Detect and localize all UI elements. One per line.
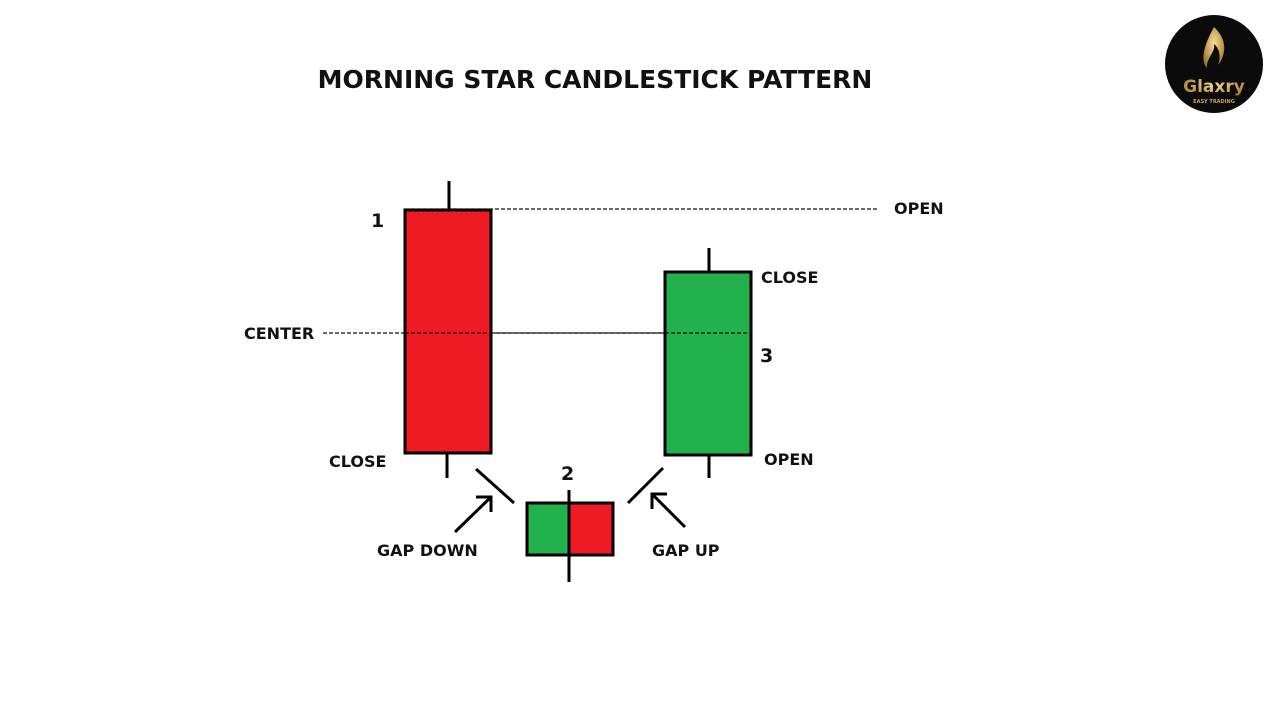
candle-3-bullish <box>663 248 753 478</box>
gap-down-arrow-icon <box>453 495 493 534</box>
label-close-left: CLOSE <box>329 452 386 471</box>
logo-tagline: EASY TRADING <box>1193 99 1235 105</box>
label-open-right: OPEN <box>764 450 814 469</box>
diagram-title: MORNING STAR CANDLESTICK PATTERN <box>318 65 873 94</box>
label-center: CENTER <box>244 324 314 343</box>
logo-brand: Glaxry <box>1183 77 1245 97</box>
gap-down-line <box>474 467 516 505</box>
label-open-top: OPEN <box>894 199 944 218</box>
gap-up-arrow-icon <box>650 492 687 529</box>
candle-3-number: 3 <box>760 345 773 367</box>
label-gap-up: GAP UP <box>652 541 720 560</box>
flame-icon <box>1203 27 1225 68</box>
gap-up-line <box>626 466 665 505</box>
candle-1-number: 1 <box>371 210 384 232</box>
candle-1-bearish <box>403 181 493 478</box>
label-close-right: CLOSE <box>761 268 818 287</box>
label-gap-down: GAP DOWN <box>377 541 478 560</box>
candle-2-number: 2 <box>561 463 574 485</box>
candle-2-star <box>525 490 615 582</box>
glaxry-logo: Glaxry EASY TRADING <box>1165 15 1263 113</box>
